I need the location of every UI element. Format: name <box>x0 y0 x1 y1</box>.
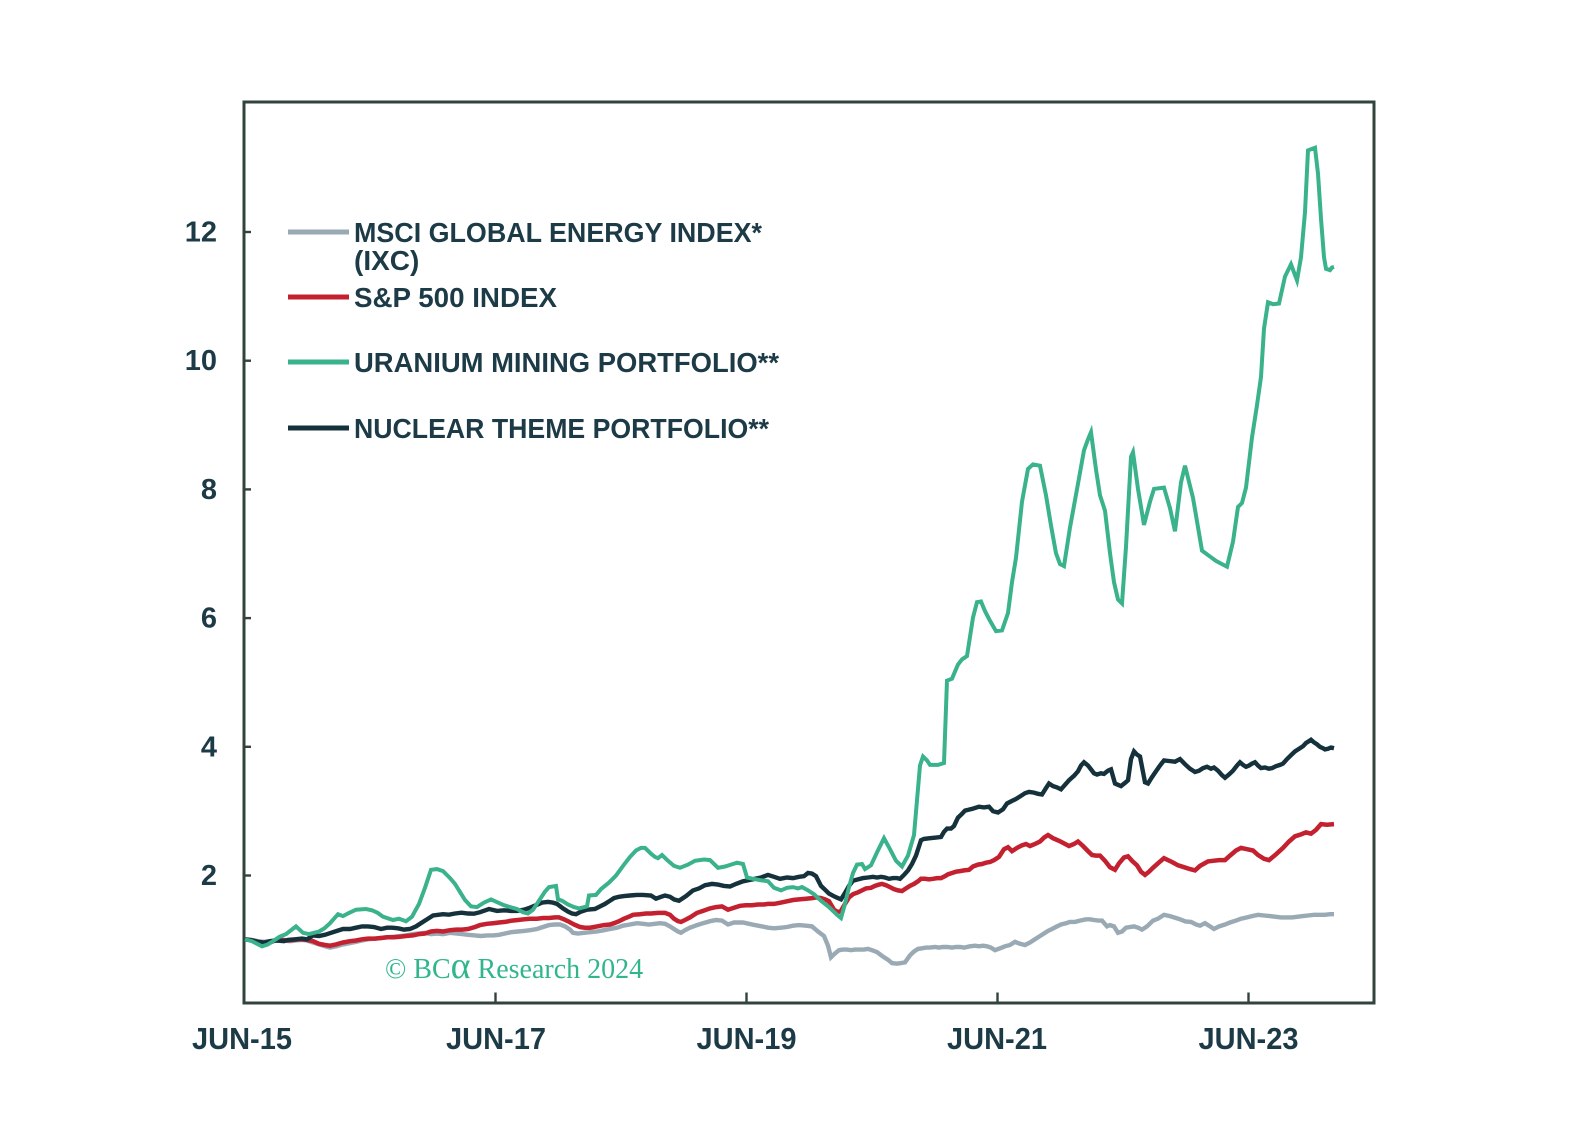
svg-text:JUN-17: JUN-17 <box>446 1021 546 1056</box>
svg-text:JUN-23: JUN-23 <box>1199 1021 1299 1056</box>
svg-text:URANIUM MINING PORTFOLIO**: URANIUM MINING PORTFOLIO** <box>354 347 779 378</box>
svg-text:8: 8 <box>201 474 217 506</box>
svg-text:12: 12 <box>185 217 217 249</box>
svg-text:10: 10 <box>185 345 217 377</box>
svg-text:4: 4 <box>201 731 217 763</box>
svg-text:6: 6 <box>201 603 217 635</box>
svg-text:JUN-15: JUN-15 <box>192 1021 292 1056</box>
svg-text:(IXC): (IXC) <box>354 245 419 276</box>
svg-text:S&P 500 INDEX: S&P 500 INDEX <box>354 282 557 313</box>
svg-text:JUN-19: JUN-19 <box>697 1021 797 1056</box>
svg-text:JUN-21: JUN-21 <box>947 1021 1047 1056</box>
svg-text:NUCLEAR THEME PORTFOLIO**: NUCLEAR THEME PORTFOLIO** <box>354 413 769 444</box>
svg-text:2: 2 <box>201 860 217 892</box>
svg-text:MSCI GLOBAL ENERGY INDEX*: MSCI GLOBAL ENERGY INDEX* <box>354 217 762 248</box>
